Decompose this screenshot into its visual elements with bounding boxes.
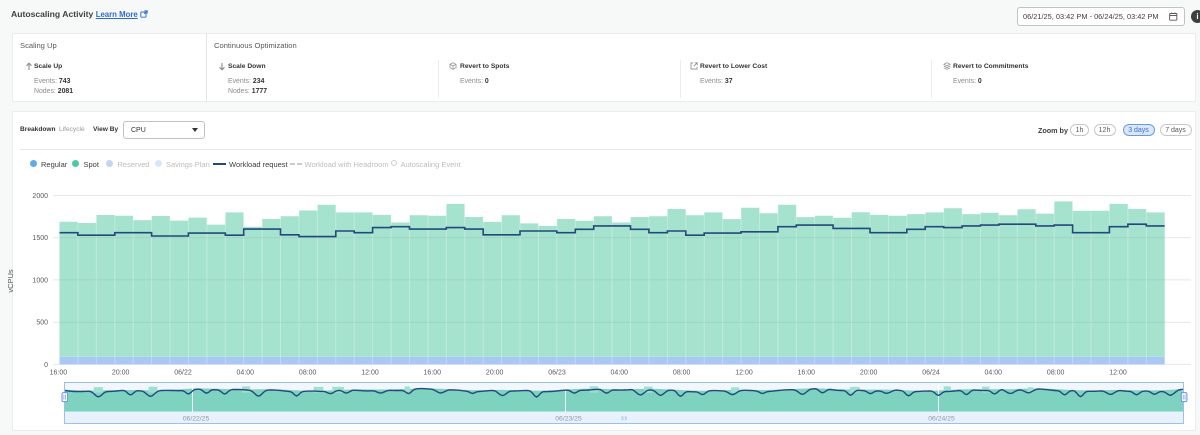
svg-text:06/24/25: 06/24/25: [928, 415, 955, 422]
svg-text:500: 500: [36, 320, 48, 327]
svg-text:06/24: 06/24: [922, 370, 940, 377]
svg-text:04:00: 04:00: [985, 370, 1003, 377]
svg-text:08:00: 08:00: [1047, 370, 1065, 377]
svg-text:04:00: 04:00: [611, 370, 629, 377]
svg-text:12:00: 12:00: [361, 370, 379, 377]
svg-text:08:00: 08:00: [299, 370, 317, 377]
svg-text:16:00: 16:00: [424, 370, 442, 377]
svg-text:06/23/25: 06/23/25: [555, 415, 582, 422]
svg-text:12:00: 12:00: [1109, 370, 1127, 377]
svg-text:06/22: 06/22: [174, 370, 192, 377]
svg-text:0: 0: [44, 362, 48, 369]
svg-text:12:00: 12:00: [735, 370, 753, 377]
svg-text:vCPUs: vCPUs: [6, 269, 15, 293]
svg-text:06/22/25: 06/22/25: [183, 415, 210, 422]
svg-text:16:00: 16:00: [798, 370, 816, 377]
svg-text:1500: 1500: [32, 235, 48, 242]
svg-text:04:00: 04:00: [237, 370, 255, 377]
svg-text:1000: 1000: [32, 277, 48, 284]
svg-text:16:00: 16:00: [50, 370, 68, 377]
svg-text:08:00: 08:00: [673, 370, 691, 377]
svg-text:06/23: 06/23: [548, 370, 566, 377]
svg-text:20:00: 20:00: [486, 370, 504, 377]
svg-text:20:00: 20:00: [860, 370, 878, 377]
svg-text:2000: 2000: [32, 193, 48, 200]
svg-text:20:00: 20:00: [112, 370, 130, 377]
